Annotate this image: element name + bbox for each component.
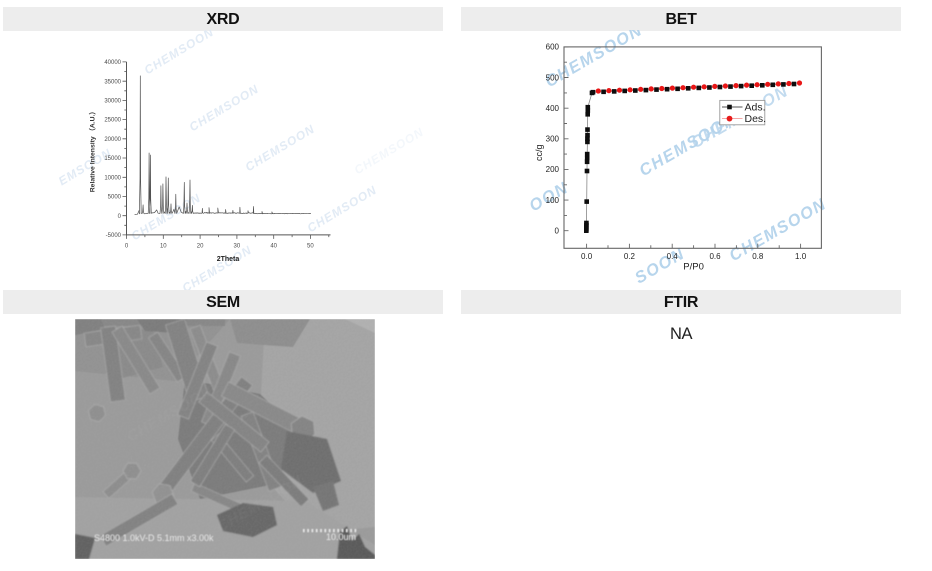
svg-text:10.0um: 10.0um [326,532,356,542]
svg-text:EMSOON: EMSOON [56,146,114,189]
svg-text:600: 600 [546,43,560,52]
svg-text:0.4: 0.4 [667,252,679,261]
svg-text:30: 30 [234,243,241,249]
svg-text:0.2: 0.2 [624,252,636,261]
svg-text:30000: 30000 [104,99,121,105]
svg-text:400: 400 [546,104,560,113]
svg-text:Des.: Des. [745,113,767,125]
svg-text:20: 20 [197,243,204,249]
svg-text:0: 0 [555,227,560,236]
svg-text:500: 500 [546,73,560,82]
svg-text:40: 40 [270,243,277,249]
svg-text:CHEMSOON: CHEMSOON [180,243,255,290]
svg-text:SOON: SOON [632,245,688,288]
svg-text:CHEMSOON: CHEMSOON [243,122,318,175]
svg-text:CHEMSOON: CHEMSOON [352,125,427,178]
svg-text:40000: 40000 [104,60,121,66]
svg-text:20000: 20000 [104,137,121,143]
svg-text:CHEMSOON: CHEMSOON [305,183,380,236]
svg-text:5000: 5000 [108,195,122,201]
svg-text:P/P0: P/P0 [683,262,704,273]
svg-text:50: 50 [307,243,314,249]
svg-text:Ads.: Ads. [745,102,766,114]
svg-text:300: 300 [546,135,560,144]
svg-text:0.6: 0.6 [709,252,721,261]
svg-text:2Theta: 2Theta [217,256,240,263]
svg-text:1.0: 1.0 [795,252,807,261]
svg-text:CHEMSOON: CHEMSOON [187,82,262,135]
svg-text:CHEMSOON: CHEMSOON [726,195,830,265]
svg-text:0.8: 0.8 [752,252,764,261]
svg-text:35000: 35000 [104,79,121,85]
svg-text:0: 0 [118,214,122,220]
svg-text:CHEMSOON: CHEMSOON [142,30,217,77]
svg-text:cc/g: cc/g [534,144,544,161]
svg-text:-5000: -5000 [106,233,122,239]
svg-text:10: 10 [160,243,167,249]
svg-text:25000: 25000 [104,118,121,124]
svg-text:S4800 1.0kV-D 5.1mm x3.00k: S4800 1.0kV-D 5.1mm x3.00k [94,533,214,543]
svg-text:100: 100 [546,196,560,205]
svg-text:15000: 15000 [104,156,121,162]
svg-text:0: 0 [125,243,129,249]
svg-text:0.0: 0.0 [581,252,593,261]
svg-text:10000: 10000 [104,175,121,181]
svg-text:200: 200 [546,165,560,174]
svg-text:Relative Intensity （A.U.）: Relative Intensity （A.U.） [89,108,97,192]
